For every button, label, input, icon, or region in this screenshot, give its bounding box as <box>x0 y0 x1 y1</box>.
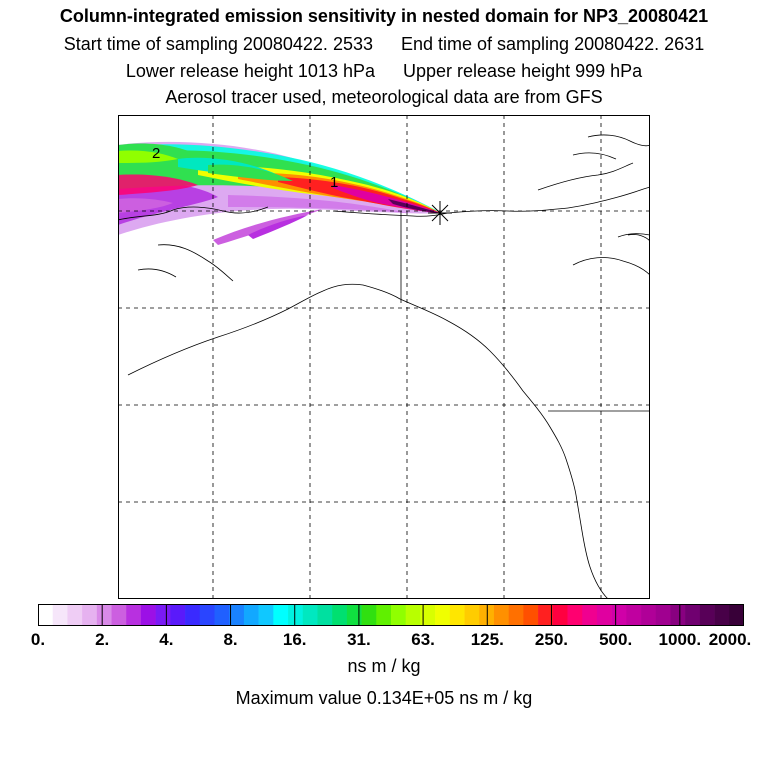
colorbar-tick-label: 125. <box>470 630 504 649</box>
tracer-note: Aerosol tracer used, meteorological data… <box>165 87 603 107</box>
start-time: Start time of sampling 20080422. 2533 <box>63 34 373 54</box>
release-site-marker <box>428 201 452 225</box>
sampling-times: Start time of sampling 20080422. 2533 End… <box>0 33 768 55</box>
plot-title: Column-integrated emission sensitivity i… <box>59 6 709 26</box>
colorbar-swatch <box>82 604 98 626</box>
colorbar-swatch <box>641 604 657 626</box>
colorbar-swatch <box>67 604 83 626</box>
colorbar-swatch <box>155 604 171 626</box>
colorbar-swatch <box>611 604 627 626</box>
colorbar-swatch <box>493 604 509 626</box>
colorbar-swatch <box>464 604 480 626</box>
emission-plume <box>118 141 440 245</box>
colorbar-swatch <box>288 604 304 626</box>
colorbar-swatch <box>714 604 730 626</box>
colorbar-tick-label: 63. <box>411 630 435 649</box>
colorbar-swatch <box>258 604 274 626</box>
colorbar-swatch <box>391 604 407 626</box>
colorbar-tick-label: 1000. <box>658 630 702 649</box>
release-heights: Lower release height 1013 hPa Upper relea… <box>0 60 768 82</box>
colorbar-swatch <box>273 604 289 626</box>
colorbar-tick-label: 16. <box>282 630 307 649</box>
colorbar-swatch <box>699 604 715 626</box>
gridlines <box>118 115 650 599</box>
colorbar-swatch <box>655 604 671 626</box>
colorbar-swatch <box>229 604 245 626</box>
borders <box>400 211 650 412</box>
colorbar-swatch <box>214 604 230 626</box>
colorbar-swatch <box>582 604 598 626</box>
colorbar-swatch <box>538 604 554 626</box>
colorbar-swatch <box>199 604 215 626</box>
colorbar-swatch <box>111 604 127 626</box>
plume-label-2: 2 <box>152 145 160 162</box>
colorbar-swatch <box>346 604 362 626</box>
colorbar-swatch <box>508 604 524 626</box>
colorbar-swatch <box>332 604 348 626</box>
colorbar-swatch <box>552 604 568 626</box>
colorbar-swatch <box>38 604 54 626</box>
colorbar-tick-label: 250. <box>534 630 568 649</box>
colorbar-swatch <box>361 604 377 626</box>
colorbar-swatch <box>596 604 612 626</box>
plume-label-1: 1 <box>330 174 338 191</box>
lower-release-height: Lower release height 1013 hPa <box>125 61 375 81</box>
colorbar-swatch <box>52 604 68 626</box>
colorbar-swatch <box>435 604 451 626</box>
colorbar-unit: ns m / kg <box>347 656 421 676</box>
colorbar-swatch <box>405 604 421 626</box>
colorbar-swatch <box>185 604 201 626</box>
colorbar-swatch <box>126 604 142 626</box>
colorbar-swatch <box>96 604 112 626</box>
colorbar-swatch <box>567 604 583 626</box>
coastlines <box>118 134 650 599</box>
colorbar-swatch <box>317 604 333 626</box>
colorbar-tick-label: 4. <box>159 630 174 649</box>
colorbar-swatch <box>170 604 186 626</box>
colorbar-swatch <box>729 604 744 626</box>
colorbar-swatch <box>670 604 686 626</box>
colorbar-swatch <box>243 604 259 626</box>
maximum-value: Maximum value 0.134E+05 ns m / kg <box>235 688 533 708</box>
colorbar-tick-label: 2. <box>95 630 110 649</box>
colorbar-tick-label: 2000. <box>708 630 752 649</box>
colorbar-swatch <box>140 604 156 626</box>
colorbar-tick-label: 31. <box>347 630 371 649</box>
colorbar-swatch <box>420 604 436 626</box>
colorbar-swatch <box>685 604 701 626</box>
colorbar-tick-label: 500. <box>599 630 633 649</box>
colorbar-frame <box>38 604 744 626</box>
colorbar-swatch <box>523 604 539 626</box>
colorbar-swatch <box>376 604 392 626</box>
upper-release-height: Upper release height 999 hPa <box>403 61 643 81</box>
colorbar-swatch <box>449 604 465 626</box>
colorbar-tick-label: 0. <box>30 630 46 649</box>
end-time: End time of sampling 20080422. 2631 <box>400 34 705 54</box>
map-panel: 2 1 <box>118 115 650 599</box>
colorbar-tick-label: 8. <box>223 630 238 649</box>
colorbar <box>38 604 744 626</box>
map-frame <box>118 115 650 599</box>
colorbar-swatch <box>626 604 642 626</box>
colorbar-swatch <box>302 604 318 626</box>
colorbar-ticks: 0. 2. 4. 8. 16. 31. 63. 125. 250. 500. 1000. 2000. <box>0 630 768 650</box>
colorbar-swatch <box>479 604 495 626</box>
